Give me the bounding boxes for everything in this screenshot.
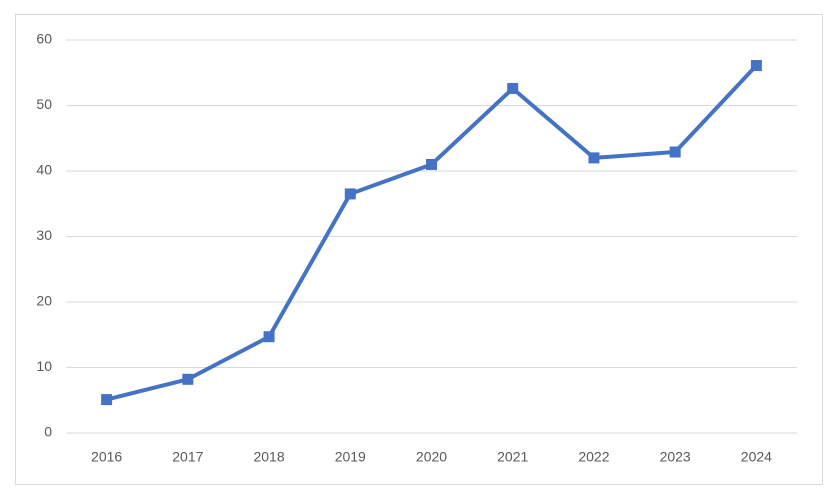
y-tick-label: 40 — [36, 162, 52, 178]
marker — [263, 331, 275, 343]
x-tick-label: 2022 — [578, 449, 609, 465]
marker — [507, 82, 519, 94]
y-tick-label: 60 — [36, 31, 52, 47]
x-tick-label: 2016 — [91, 449, 122, 465]
x-tick-label: 2019 — [335, 449, 366, 465]
x-tick-label: 2021 — [497, 449, 528, 465]
y-tick-label: 30 — [36, 227, 52, 243]
y-tick-label: 50 — [36, 96, 52, 112]
marker — [750, 60, 762, 72]
marker — [588, 152, 600, 164]
marker — [182, 373, 194, 385]
x-tick-label: 2024 — [741, 449, 772, 465]
chart-border — [15, 14, 823, 485]
x-tick-label: 2020 — [416, 449, 447, 465]
x-tick-label: 2023 — [660, 449, 691, 465]
marker — [101, 394, 113, 406]
marker — [426, 158, 437, 170]
x-tick-label: 2017 — [172, 449, 203, 465]
marker — [669, 146, 681, 158]
y-tick-label: 10 — [36, 358, 52, 374]
y-tick-label: 0 — [44, 424, 52, 440]
y-tick-label: 20 — [36, 293, 52, 309]
x-tick-label: 2018 — [253, 449, 284, 465]
marker — [344, 188, 356, 200]
